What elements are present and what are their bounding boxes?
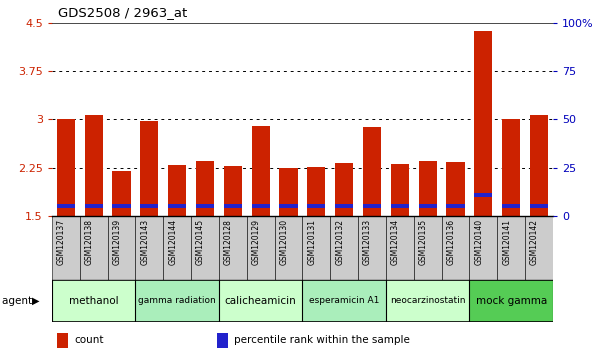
Text: GSM120144: GSM120144: [168, 219, 177, 265]
Bar: [358, 216, 386, 280]
Text: GSM120133: GSM120133: [363, 219, 372, 265]
Bar: [80, 216, 108, 280]
Text: GSM120140: GSM120140: [474, 219, 483, 265]
Bar: [57, 204, 75, 208]
Bar: [279, 204, 298, 208]
Bar: [274, 216, 302, 280]
Bar: [168, 204, 186, 208]
Text: GSM120129: GSM120129: [252, 219, 261, 265]
Bar: [419, 161, 437, 216]
Bar: [414, 216, 442, 280]
Bar: [335, 163, 353, 216]
Bar: [85, 204, 103, 208]
Bar: [252, 204, 269, 208]
Bar: [224, 166, 242, 216]
Text: percentile rank within the sample: percentile rank within the sample: [234, 336, 410, 346]
Bar: [219, 280, 302, 322]
Bar: [136, 280, 219, 322]
Bar: [307, 204, 326, 208]
Bar: [502, 204, 520, 208]
Bar: [218, 333, 229, 348]
Text: mock gamma: mock gamma: [475, 296, 547, 306]
Bar: [136, 216, 163, 280]
Text: neocarzinostatin: neocarzinostatin: [390, 296, 466, 306]
Text: GSM120135: GSM120135: [419, 219, 428, 265]
Bar: [391, 204, 409, 208]
Bar: [442, 216, 469, 280]
Bar: [112, 171, 131, 216]
Bar: [469, 280, 553, 322]
Bar: [363, 204, 381, 208]
Bar: [163, 216, 191, 280]
Bar: [363, 127, 381, 216]
Bar: [52, 280, 136, 322]
Text: ▶: ▶: [32, 296, 39, 306]
Bar: [302, 280, 386, 322]
Bar: [474, 31, 492, 216]
Bar: [279, 169, 298, 216]
Bar: [469, 216, 497, 280]
Bar: [497, 216, 525, 280]
Text: GSM120138: GSM120138: [85, 219, 93, 265]
Text: GSM120143: GSM120143: [141, 219, 149, 265]
Text: calicheamicin: calicheamicin: [225, 296, 296, 306]
Bar: [302, 216, 331, 280]
Text: GSM120131: GSM120131: [307, 219, 316, 265]
Bar: [391, 164, 409, 216]
Bar: [108, 216, 136, 280]
Bar: [224, 204, 242, 208]
Bar: [141, 121, 158, 216]
Bar: [247, 216, 274, 280]
Bar: [219, 216, 247, 280]
Bar: [196, 204, 214, 208]
Bar: [168, 165, 186, 216]
Bar: [331, 216, 358, 280]
Text: agent: agent: [2, 296, 35, 306]
Text: GSM120137: GSM120137: [57, 219, 66, 265]
Text: methanol: methanol: [69, 296, 119, 306]
Bar: [474, 193, 492, 197]
Text: GSM120128: GSM120128: [224, 219, 233, 265]
Text: GSM120130: GSM120130: [279, 219, 288, 265]
Text: esperamicin A1: esperamicin A1: [309, 296, 379, 306]
Bar: [141, 204, 158, 208]
Bar: [447, 162, 464, 216]
Bar: [57, 119, 75, 216]
Bar: [85, 115, 103, 216]
Bar: [530, 204, 548, 208]
Bar: [386, 216, 414, 280]
Bar: [419, 204, 437, 208]
Text: GSM120134: GSM120134: [391, 219, 400, 265]
Bar: [335, 204, 353, 208]
Bar: [252, 126, 269, 216]
Bar: [525, 216, 553, 280]
Text: GSM120142: GSM120142: [530, 219, 539, 265]
Text: GDS2508 / 2963_at: GDS2508 / 2963_at: [58, 6, 188, 19]
Bar: [52, 216, 80, 280]
Text: GSM120139: GSM120139: [112, 219, 122, 265]
Bar: [530, 115, 548, 216]
Bar: [307, 167, 326, 216]
Bar: [502, 119, 520, 216]
Text: GSM120136: GSM120136: [447, 219, 456, 265]
Bar: [196, 161, 214, 216]
Bar: [57, 333, 68, 348]
Text: count: count: [74, 336, 103, 346]
Text: GSM120145: GSM120145: [196, 219, 205, 265]
Bar: [386, 280, 469, 322]
Bar: [447, 204, 464, 208]
Text: gamma radiation: gamma radiation: [138, 296, 216, 306]
Bar: [112, 204, 131, 208]
Bar: [191, 216, 219, 280]
Text: GSM120132: GSM120132: [335, 219, 344, 265]
Text: GSM120141: GSM120141: [502, 219, 511, 265]
